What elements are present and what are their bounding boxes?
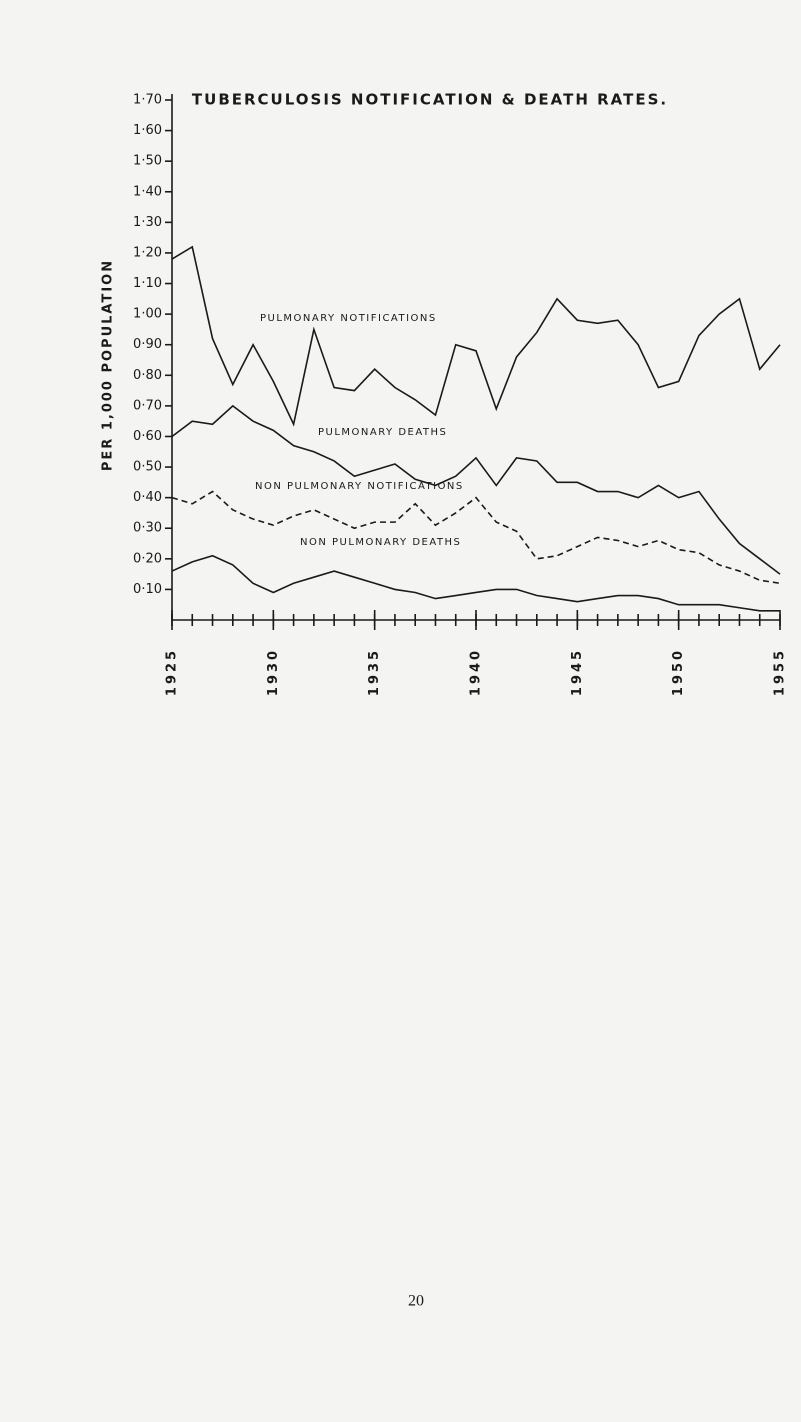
y-tick-label: 0·80 [133, 368, 162, 383]
y-tick-label: 0·30 [133, 521, 162, 536]
x-tick-label: 1930 [266, 648, 281, 696]
y-tick-label: 1·40 [133, 184, 162, 199]
y-tick-label: 0·50 [133, 460, 162, 475]
y-tick-label: 0·60 [133, 429, 162, 444]
series-line [171, 490, 781, 585]
x-tick-label: 1925 [165, 648, 180, 696]
y-tick-label: 0·40 [133, 490, 162, 505]
y-axis-title: PER 1,000 POPULATION [101, 259, 116, 471]
y-tick-label: 0·70 [133, 398, 162, 413]
series-line [171, 404, 781, 575]
y-tick-label: 1·30 [133, 215, 162, 230]
y-tick-label: 1·00 [133, 307, 162, 322]
x-tick-label: 1955 [773, 648, 788, 696]
chart-title: TUBERCULOSIS NOTIFICATION & DEATH RATES. [192, 91, 668, 109]
y-tick-label: 0·20 [133, 551, 162, 566]
series-label: PULMONARY NOTIFICATIONS [260, 313, 437, 324]
y-tick-label: 1·20 [133, 245, 162, 260]
x-tick-label: 1935 [367, 648, 382, 696]
series-label: NON PULMONARY NOTIFICATIONS [255, 481, 464, 492]
series-line [171, 245, 781, 427]
y-tick-label: 1·70 [133, 93, 162, 108]
y-tick-label: 1·10 [133, 276, 162, 291]
series-line [171, 554, 780, 612]
series-label: NON PULMONARY DEATHS [300, 537, 461, 548]
y-tick-label: 1·50 [133, 154, 162, 169]
y-tick-label: 0·10 [133, 582, 162, 597]
series-label: PULMONARY DEATHS [318, 427, 447, 438]
y-tick-label: 1·60 [133, 123, 162, 138]
x-tick-label: 1940 [469, 648, 484, 696]
y-tick-label: 0·90 [133, 337, 162, 352]
x-tick-label: 1945 [570, 648, 585, 696]
x-tick-label: 1950 [671, 648, 686, 696]
page-number: 20 [408, 1293, 424, 1310]
